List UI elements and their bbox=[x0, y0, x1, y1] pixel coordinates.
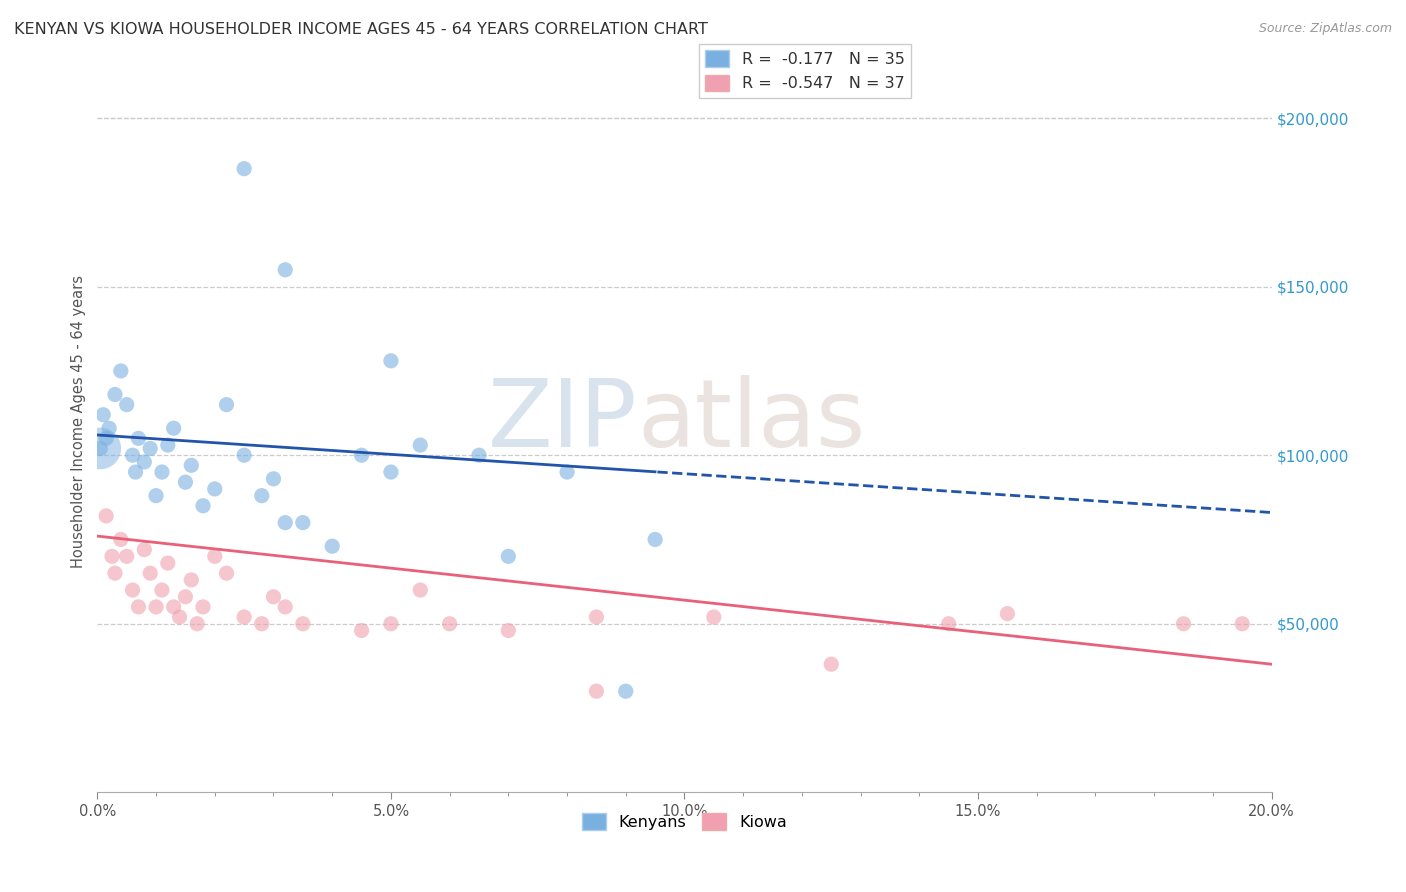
Point bbox=[644, 533, 666, 547]
Point bbox=[127, 599, 149, 614]
Point bbox=[163, 421, 186, 435]
Point bbox=[321, 539, 343, 553]
Point bbox=[121, 582, 143, 597]
Point bbox=[274, 599, 297, 614]
Point bbox=[110, 533, 132, 547]
Point bbox=[115, 549, 138, 564]
Point bbox=[498, 624, 520, 638]
Point bbox=[555, 465, 578, 479]
Point bbox=[380, 616, 402, 631]
Point bbox=[96, 431, 118, 445]
Point bbox=[291, 516, 314, 530]
Point bbox=[180, 573, 202, 587]
Point bbox=[1232, 616, 1254, 631]
Point bbox=[380, 465, 402, 479]
Point bbox=[204, 482, 226, 496]
Point bbox=[96, 508, 118, 523]
Point bbox=[169, 610, 191, 624]
Point bbox=[145, 599, 167, 614]
Point bbox=[263, 590, 285, 604]
Point bbox=[156, 556, 179, 570]
Point bbox=[98, 421, 121, 435]
Point bbox=[115, 398, 138, 412]
Point bbox=[233, 448, 256, 462]
Point bbox=[350, 448, 373, 462]
Point bbox=[204, 549, 226, 564]
Point bbox=[614, 684, 637, 698]
Point bbox=[110, 364, 132, 378]
Point bbox=[163, 599, 186, 614]
Point bbox=[995, 607, 1018, 621]
Point bbox=[139, 442, 162, 456]
Point bbox=[215, 398, 238, 412]
Point bbox=[121, 448, 143, 462]
Point bbox=[820, 657, 842, 672]
Point bbox=[191, 499, 214, 513]
Point bbox=[104, 566, 127, 581]
Point bbox=[585, 610, 607, 624]
Text: Source: ZipAtlas.com: Source: ZipAtlas.com bbox=[1258, 22, 1392, 36]
Point bbox=[498, 549, 520, 564]
Point bbox=[938, 616, 960, 631]
Point bbox=[134, 542, 156, 557]
Point bbox=[250, 616, 273, 631]
Point bbox=[186, 616, 208, 631]
Point bbox=[703, 610, 725, 624]
Point bbox=[104, 387, 127, 401]
Point bbox=[233, 610, 256, 624]
Point bbox=[134, 455, 156, 469]
Legend: Kenyans, Kiowa: Kenyans, Kiowa bbox=[575, 807, 793, 836]
Point bbox=[409, 582, 432, 597]
Text: KENYAN VS KIOWA HOUSEHOLDER INCOME AGES 45 - 64 YEARS CORRELATION CHART: KENYAN VS KIOWA HOUSEHOLDER INCOME AGES … bbox=[14, 22, 709, 37]
Point bbox=[263, 472, 285, 486]
Point bbox=[274, 262, 297, 277]
Point bbox=[233, 161, 256, 176]
Text: atlas: atlas bbox=[637, 376, 866, 467]
Point bbox=[274, 516, 297, 530]
Point bbox=[1173, 616, 1195, 631]
Point bbox=[291, 616, 314, 631]
Point bbox=[89, 442, 111, 456]
Point bbox=[101, 549, 124, 564]
Point bbox=[180, 458, 202, 473]
Text: ZIP: ZIP bbox=[488, 376, 637, 467]
Point bbox=[174, 475, 197, 490]
Point bbox=[439, 616, 461, 631]
Y-axis label: Householder Income Ages 45 - 64 years: Householder Income Ages 45 - 64 years bbox=[72, 275, 86, 568]
Point bbox=[215, 566, 238, 581]
Point bbox=[145, 489, 167, 503]
Point bbox=[150, 582, 173, 597]
Point bbox=[124, 465, 146, 479]
Point bbox=[156, 438, 179, 452]
Point bbox=[91, 408, 114, 422]
Point bbox=[585, 684, 607, 698]
Point bbox=[174, 590, 197, 604]
Point bbox=[150, 465, 173, 479]
Point bbox=[380, 354, 402, 368]
Point bbox=[89, 442, 111, 456]
Point bbox=[409, 438, 432, 452]
Point bbox=[139, 566, 162, 581]
Point bbox=[127, 431, 149, 445]
Point bbox=[350, 624, 373, 638]
Point bbox=[250, 489, 273, 503]
Point bbox=[191, 599, 214, 614]
Point bbox=[468, 448, 491, 462]
